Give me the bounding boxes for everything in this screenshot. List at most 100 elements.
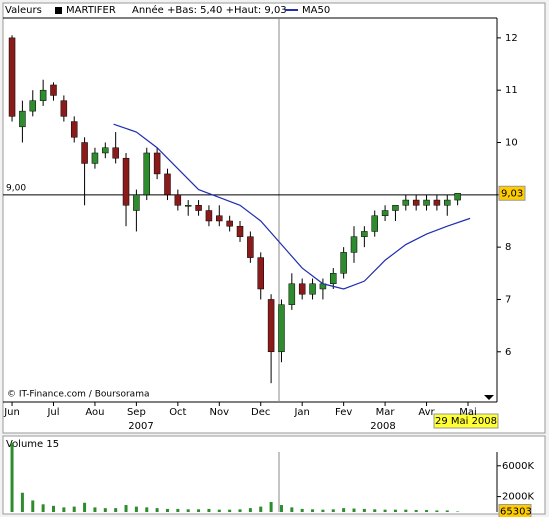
volume-bar	[20, 492, 24, 512]
volume-bar	[10, 442, 14, 512]
y-tick-label: 11	[505, 85, 518, 96]
candle-body	[371, 215, 378, 232]
volume-bar	[238, 509, 242, 512]
candle-body	[330, 273, 337, 285]
candle-body	[112, 147, 119, 159]
x-tick-label: Sep	[127, 407, 146, 418]
candle-body	[133, 194, 140, 211]
x-tick-label: Aou	[85, 407, 104, 418]
volume-y-tick-label: 6000K	[502, 461, 534, 472]
volume-title: Volume 15	[6, 439, 59, 450]
x-tick-label: Jul	[46, 407, 59, 418]
candle-body	[340, 252, 347, 274]
x-tick-label: Fev	[335, 407, 352, 418]
volume-bar	[259, 506, 263, 512]
candle-body	[8, 37, 16, 117]
candle-body	[19, 110, 26, 128]
x-tick-label: Mar	[376, 407, 396, 418]
volume-bar	[342, 508, 346, 512]
y-tick-label: 7	[505, 294, 511, 305]
candle-body	[70, 121, 78, 138]
volume-bar	[373, 509, 377, 512]
reference-label: 9,00	[6, 183, 26, 193]
candle-body	[247, 236, 254, 258]
y-tick-label: 10	[505, 138, 518, 149]
year-label: 2008	[370, 421, 395, 432]
candle-body	[288, 283, 296, 305]
volume-bar	[404, 509, 408, 512]
volume-bar	[425, 510, 429, 512]
candle-body	[267, 299, 275, 353]
candle-body	[205, 210, 213, 222]
x-tick-label: Mai	[459, 407, 477, 418]
y-tick-label: 6	[505, 347, 511, 358]
volume-bar	[31, 500, 35, 512]
volume-y-tick-label: 2000K	[502, 492, 534, 503]
candle-body	[226, 220, 233, 227]
date-label: 29 Mai 2008	[435, 416, 497, 427]
volume-bar	[197, 509, 201, 512]
x-tick-label: Jan	[293, 407, 309, 418]
volume-bar	[269, 501, 273, 512]
candle-body	[444, 199, 451, 206]
candle-body	[153, 152, 161, 175]
candle-body	[216, 215, 223, 222]
candle-body	[392, 205, 399, 211]
candle-body	[91, 152, 99, 164]
candle-body	[50, 84, 57, 96]
volume-bar	[41, 504, 45, 512]
volume-bar	[456, 511, 460, 512]
volume-bar	[311, 509, 315, 512]
volume-bar	[114, 508, 118, 512]
date-box	[433, 413, 499, 429]
candle-body	[164, 173, 171, 196]
volume-bar	[248, 508, 252, 512]
y-tick-label: 8	[505, 242, 511, 253]
candle-body	[454, 193, 461, 201]
candle-body	[102, 147, 109, 154]
chart-subtitle: Année +Bas: 5,40 +Haut: 9,03	[132, 4, 287, 16]
candle-body	[184, 205, 192, 207]
volume-bar	[51, 505, 55, 512]
x-tick-label: Dec	[251, 407, 270, 418]
candle-body	[381, 210, 389, 217]
candle-body	[122, 157, 130, 206]
volume-bar	[362, 508, 366, 512]
volume-bar	[134, 506, 138, 512]
chart-title: MARTIFER	[66, 5, 116, 16]
candle-body	[298, 283, 306, 295]
x-tick-label: Jun	[3, 407, 20, 418]
price-panel	[2, 2, 546, 434]
candle-body	[423, 199, 430, 206]
volume-panel	[2, 435, 546, 515]
volume-bar	[383, 509, 387, 512]
y-tick-label: 12	[505, 33, 518, 44]
x-tick-label: Avr	[418, 407, 435, 418]
candle-body	[143, 152, 151, 196]
volume-bar	[176, 508, 180, 512]
scroll-arrow	[484, 395, 494, 400]
volume-bar	[300, 508, 304, 512]
candle-body	[39, 89, 47, 101]
x-tick-label: Nov	[210, 407, 230, 418]
candle-body	[29, 100, 37, 112]
candle-body	[174, 194, 182, 206]
volume-bar	[165, 508, 169, 512]
volume-bar	[435, 510, 439, 512]
volume-bar	[445, 510, 449, 512]
legend-entry: MA50	[302, 5, 330, 16]
volume-bar	[207, 508, 211, 512]
year-label: 2007	[128, 421, 153, 432]
candle-body	[350, 236, 358, 253]
candle-body	[236, 225, 244, 237]
volume-bar	[186, 509, 190, 512]
x-tick-label: Oct	[169, 407, 186, 418]
volume-bar	[93, 507, 97, 512]
candle-body	[309, 283, 316, 295]
candle-body	[81, 142, 88, 164]
volume-bar	[62, 507, 66, 512]
ma-line	[113, 123, 471, 290]
candle-body	[412, 199, 420, 206]
volume-bar	[279, 505, 283, 512]
